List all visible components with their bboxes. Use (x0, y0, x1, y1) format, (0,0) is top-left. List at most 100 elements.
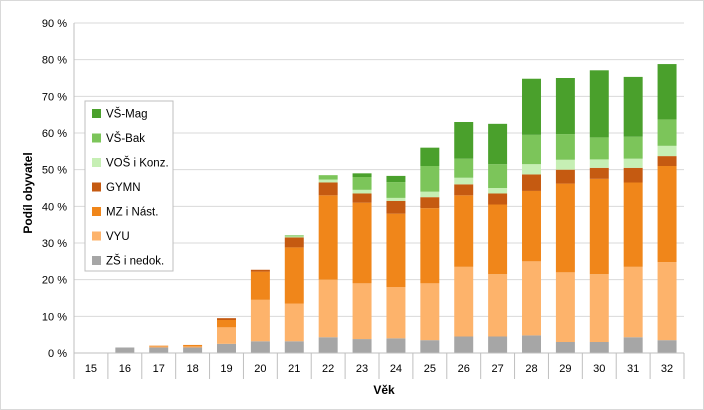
bar-17-s1 (149, 346, 169, 348)
bar-23-s4 (352, 189, 372, 194)
bar-23-s3 (352, 193, 372, 203)
x-tick-label: 32 (661, 363, 673, 375)
bar-26-s4 (454, 177, 474, 185)
bar-31-s1 (623, 266, 643, 338)
bar-21-s0 (284, 341, 304, 353)
x-tick-label: 19 (220, 363, 232, 375)
bar-31-s5 (623, 136, 643, 159)
bar-28-s3 (522, 174, 541, 191)
bar-25-s0 (420, 340, 440, 353)
bar-26-s6 (454, 122, 474, 159)
bar-32-s3 (657, 156, 677, 166)
y-tick-label: 90 % (42, 18, 67, 30)
legend-label: VOŠ i Konz. (106, 157, 169, 170)
y-tick-label: 30 % (42, 238, 67, 250)
bar-27-s0 (488, 336, 508, 353)
y-tick-label: 20 % (42, 275, 67, 287)
x-tick-label: 24 (390, 363, 402, 375)
bar-17-s2 (149, 345, 169, 347)
legend-label: VŠ-Bak (106, 132, 145, 145)
bar-26-s1 (454, 266, 474, 337)
bar-23-s2 (352, 202, 372, 284)
bar-24-s0 (386, 338, 406, 353)
x-tick-label: 27 (491, 363, 503, 375)
y-tick-label: 60 % (42, 128, 67, 140)
bar-28-s4 (522, 164, 541, 175)
x-tick-label: 23 (356, 363, 368, 375)
bar-29-s4 (555, 159, 575, 170)
bar-30-s5 (589, 137, 609, 160)
bars (115, 64, 677, 353)
bar-32-s0 (657, 340, 677, 353)
x-tick-label: 31 (627, 363, 639, 375)
legend-swatch (92, 158, 101, 167)
bar-21-s5 (284, 235, 304, 237)
bar-16-s0 (115, 347, 135, 353)
legend-swatch (92, 207, 101, 216)
bar-26-s2 (454, 195, 474, 267)
bar-27-s4 (488, 188, 508, 194)
bar-26-s0 (454, 336, 474, 353)
bar-22-s4 (318, 179, 338, 183)
bar-26-s5 (454, 158, 474, 178)
bar-22-s1 (318, 279, 338, 338)
bar-19-s2 (217, 320, 236, 328)
bar-20-s1 (250, 299, 270, 342)
legend-label: MZ i Nást. (106, 207, 158, 219)
bar-28-s5 (522, 134, 541, 165)
y-tick-label: 40 % (42, 201, 67, 213)
bar-24-s5 (386, 182, 406, 198)
bar-19-s0 (217, 343, 236, 353)
bar-29-s2 (555, 183, 575, 273)
bar-22-s2 (318, 195, 338, 280)
bar-21-s3 (284, 237, 304, 248)
legend-swatch (92, 182, 101, 192)
bar-32-s2 (657, 166, 677, 263)
bar-22-s0 (318, 337, 338, 353)
bar-21-s4 (284, 236, 304, 238)
bar-20-s3 (250, 269, 270, 272)
x-tick-label: 26 (458, 363, 470, 375)
x-tick-label: 15 (85, 363, 97, 375)
bar-32-s5 (657, 119, 677, 146)
legend-items: VŠ-Mag VŠ-Bak VOŠ i Konz. GYMN MZ i Nást. VYU… (92, 108, 169, 268)
y-axis-title: Podíl obyvatel (21, 152, 35, 233)
bar-31-s4 (623, 158, 643, 168)
bar-29-s5 (555, 134, 575, 160)
bar-25-s6 (420, 147, 440, 166)
bar-23-s5 (352, 177, 372, 190)
bar-23-s0 (352, 339, 372, 353)
x-tick-label: 18 (186, 363, 198, 375)
bar-27-s5 (488, 164, 508, 188)
bar-28-s2 (522, 190, 541, 262)
legend-swatch (92, 133, 101, 143)
x-tick-label: 22 (322, 363, 334, 375)
bar-27-s6 (488, 123, 508, 165)
legend-label: VYU (106, 231, 130, 243)
bar-23-s1 (352, 283, 372, 340)
legend: VŠ-Mag VŠ-Bak VOŠ i Konz. GYMN MZ i Nást. VYU… (84, 100, 174, 272)
bar-24-s3 (386, 200, 406, 214)
bar-24-s2 (386, 213, 406, 287)
x-tick-label: 28 (525, 363, 537, 375)
bar-28-s6 (522, 78, 541, 135)
bar-25-s2 (420, 208, 440, 284)
x-tick-label: 30 (593, 363, 605, 375)
y-tick-label: 50 % (42, 165, 67, 177)
legend-label: VŠ-Mag (106, 108, 148, 121)
bar-24-s4 (386, 197, 406, 201)
bar-30-s0 (589, 342, 609, 353)
bar-24-s6 (386, 175, 406, 183)
bar-21-s2 (284, 247, 304, 304)
bar-19-s3 (217, 318, 236, 320)
bar-18-s1 (183, 346, 203, 348)
legend-label: ZŠ i nedok. (106, 255, 164, 268)
bar-27-s2 (488, 204, 508, 275)
bar-30-s6 (589, 70, 609, 138)
bar-22-s5 (318, 175, 338, 180)
bar-30-s1 (589, 274, 609, 342)
bar-25-s4 (420, 191, 440, 198)
bar-28-s1 (522, 261, 541, 336)
y-tick-labels: 0 % 10 % 20 % 30 % 40 % 50 % 60 % 70 % 80 % 90 % (42, 18, 67, 360)
